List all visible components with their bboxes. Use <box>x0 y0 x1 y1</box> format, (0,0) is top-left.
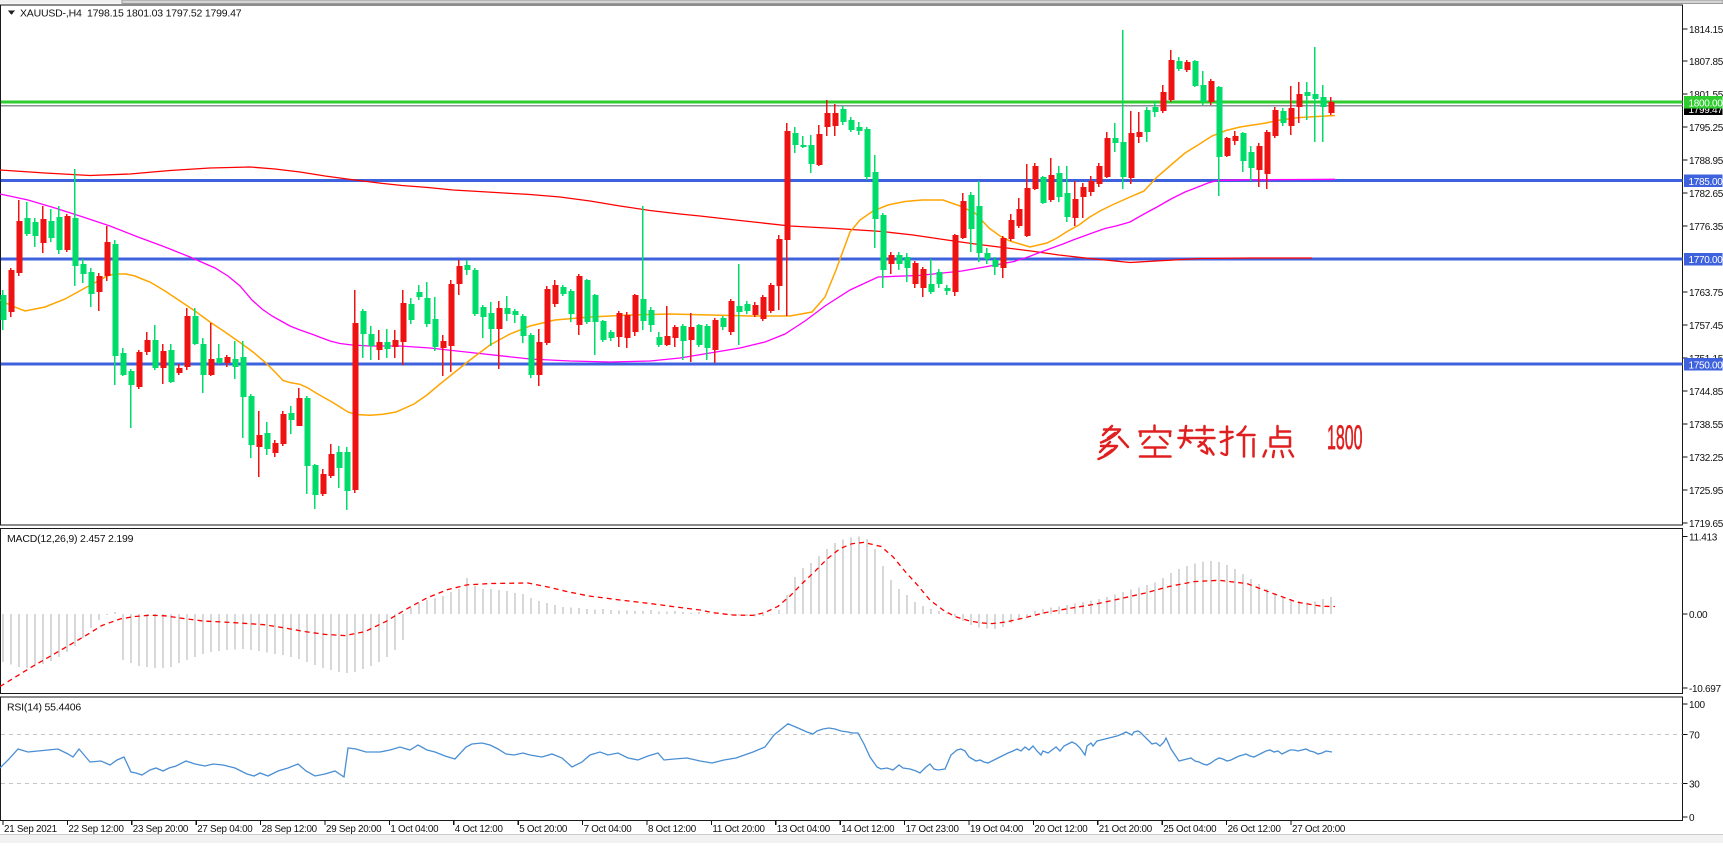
svg-text:1732.25: 1732.25 <box>1689 453 1723 464</box>
svg-text:26 Oct 12:00: 26 Oct 12:00 <box>1228 824 1282 835</box>
svg-text:17 Oct 23:00: 17 Oct 23:00 <box>906 824 960 835</box>
svg-text:23 Sep 20:00: 23 Sep 20:00 <box>133 824 189 835</box>
svg-text:5 Oct 20:00: 5 Oct 20:00 <box>519 824 568 835</box>
svg-text:1725.95: 1725.95 <box>1689 486 1723 497</box>
svg-text:4 Oct 12:00: 4 Oct 12:00 <box>455 824 504 835</box>
svg-text:22 Sep 12:00: 22 Sep 12:00 <box>68 824 124 835</box>
svg-text:1795.25: 1795.25 <box>1689 123 1723 134</box>
svg-text:1800: 1800 <box>1327 418 1363 456</box>
svg-text:-10.697: -10.697 <box>1689 684 1722 695</box>
svg-text:1719.65: 1719.65 <box>1689 519 1723 530</box>
svg-text:MACD(12,26,9) 2.457 2.199: MACD(12,26,9) 2.457 2.199 <box>7 533 134 545</box>
svg-text:1744.85: 1744.85 <box>1689 387 1723 398</box>
svg-text:27 Sep 04:00: 27 Sep 04:00 <box>197 824 253 835</box>
svg-text:1763.75: 1763.75 <box>1689 288 1723 299</box>
svg-text:1785.00: 1785.00 <box>1689 177 1723 188</box>
svg-text:1770.00: 1770.00 <box>1689 255 1723 266</box>
svg-text:1782.65: 1782.65 <box>1689 189 1723 200</box>
svg-text:29 Sep 20:00: 29 Sep 20:00 <box>326 824 382 835</box>
svg-text:0.00: 0.00 <box>1689 610 1708 621</box>
svg-text:1807.85: 1807.85 <box>1689 57 1723 68</box>
svg-text:21 Oct 20:00: 21 Oct 20:00 <box>1099 824 1153 835</box>
svg-text:0: 0 <box>1689 813 1695 824</box>
svg-text:1800.00: 1800.00 <box>1689 98 1723 109</box>
svg-text:70: 70 <box>1689 731 1700 742</box>
svg-text:14 Oct 12:00: 14 Oct 12:00 <box>841 824 895 835</box>
svg-text:13 Oct 04:00: 13 Oct 04:00 <box>777 824 831 835</box>
svg-text:21 Sep 2021: 21 Sep 2021 <box>4 824 57 835</box>
svg-text:RSI(14) 55.4406: RSI(14) 55.4406 <box>7 702 81 714</box>
svg-text:1788.95: 1788.95 <box>1689 156 1723 167</box>
svg-text:100: 100 <box>1689 700 1706 711</box>
svg-text:7 Oct 04:00: 7 Oct 04:00 <box>584 824 633 835</box>
svg-text:20 Oct 12:00: 20 Oct 12:00 <box>1034 824 1088 835</box>
svg-text:8 Oct 12:00: 8 Oct 12:00 <box>648 824 697 835</box>
svg-text:28 Sep 12:00: 28 Sep 12:00 <box>262 824 318 835</box>
svg-text:1738.55: 1738.55 <box>1689 420 1723 431</box>
svg-text:11 Oct 20:00: 11 Oct 20:00 <box>712 824 765 835</box>
svg-text:1757.45: 1757.45 <box>1689 321 1723 332</box>
svg-text:1814.15: 1814.15 <box>1689 25 1723 36</box>
svg-text:1 Oct 04:00: 1 Oct 04:00 <box>390 824 439 835</box>
svg-text:19 Oct 04:00: 19 Oct 04:00 <box>970 824 1024 835</box>
svg-text:30: 30 <box>1689 780 1700 791</box>
svg-text:27 Oct 20:00: 27 Oct 20:00 <box>1292 824 1346 835</box>
svg-text:XAUUSD-,H4 1798.15 1801.03 17: XAUUSD-,H4 1798.15 1801.03 1797.52 1799.… <box>20 8 242 20</box>
svg-text:11.413: 11.413 <box>1689 533 1718 544</box>
svg-text:1776.35: 1776.35 <box>1689 222 1723 233</box>
svg-text:25 Oct 04:00: 25 Oct 04:00 <box>1163 824 1217 835</box>
svg-text:1750.00: 1750.00 <box>1689 360 1723 371</box>
